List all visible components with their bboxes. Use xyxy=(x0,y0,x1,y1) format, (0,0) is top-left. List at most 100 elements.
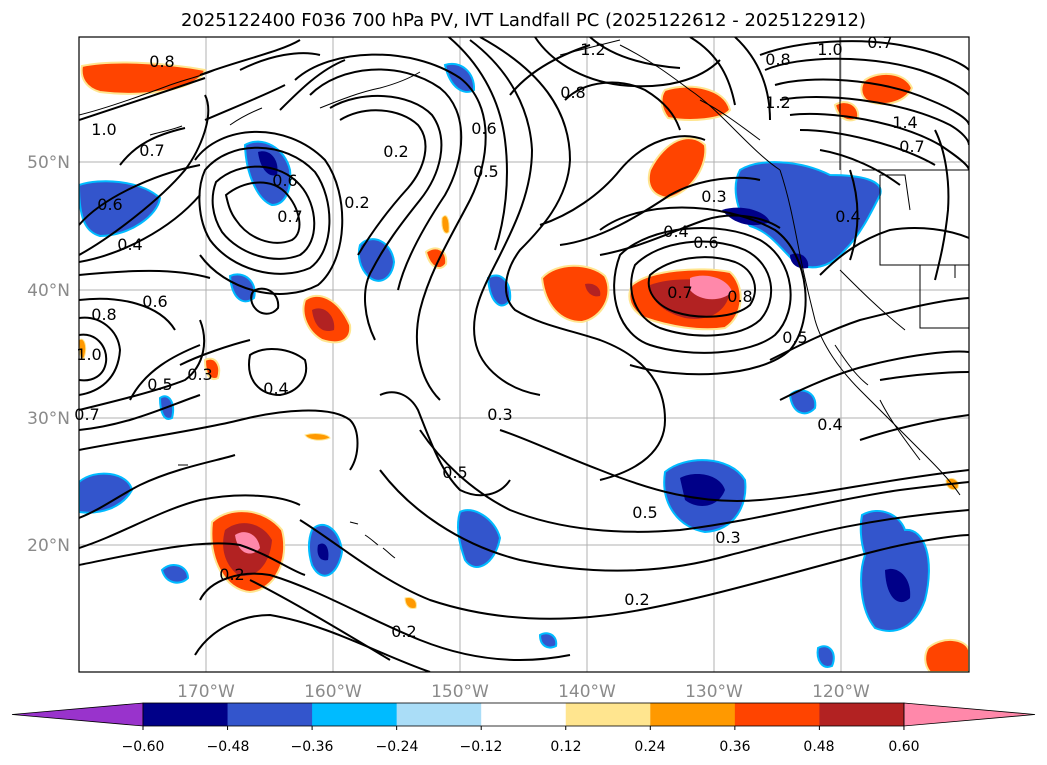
contour-label: 0.5 xyxy=(632,503,657,522)
colorbar-tick-label: −0.60 xyxy=(122,739,165,755)
colorbar-segment xyxy=(312,703,398,726)
coastlines xyxy=(79,37,969,559)
contour-label: 1.0 xyxy=(76,345,101,364)
shade-blob-positive xyxy=(540,264,610,324)
shade-blob-negative xyxy=(486,274,512,307)
contour-label: 0.6 xyxy=(693,233,718,252)
lon-label-160w: 160°W xyxy=(304,682,362,702)
map-frame xyxy=(78,36,970,673)
colorbar-segment xyxy=(734,703,820,726)
contour-label: 0.8 xyxy=(560,83,585,102)
shade-blob-positive xyxy=(860,72,914,105)
contour-label: 0.7 xyxy=(139,141,164,160)
contour-label: 0.3 xyxy=(701,187,726,206)
contour-label: 0.4 xyxy=(117,235,142,254)
contour-label: 0.3 xyxy=(187,365,212,384)
colorbar-segment xyxy=(565,703,651,726)
contour-label: 0.5 xyxy=(473,162,498,181)
colorbar-tick-label: 0.24 xyxy=(634,739,665,755)
contour-label: 0.4 xyxy=(835,207,860,226)
colorbar-segment xyxy=(396,703,482,726)
contour-label: 0.7 xyxy=(74,405,99,424)
contour-label: 1.2 xyxy=(580,40,605,59)
shade-blob-negative xyxy=(816,645,835,668)
colorbar xyxy=(11,702,1036,730)
shade-blob-negative xyxy=(160,563,190,584)
colorbar-outline xyxy=(142,702,905,727)
pc-shading xyxy=(79,61,969,672)
contour-label: 0.3 xyxy=(487,405,512,424)
shade-blob-positive xyxy=(924,639,969,672)
contour-label: 0.3 xyxy=(715,528,740,547)
lon-label-150w: 150°W xyxy=(431,682,489,702)
shade-blob-positive xyxy=(647,137,707,200)
lon-label-120w: 120°W xyxy=(812,682,870,702)
contour-label: 1.0 xyxy=(91,120,116,139)
contour-label: 0.2 xyxy=(624,590,649,609)
contour-label: 0.2 xyxy=(391,622,416,641)
colorbar-segment xyxy=(227,703,313,726)
colorbar-segment xyxy=(650,703,736,726)
longitude-labels: 170°W 160°W 150°W 140°W 130°W 120°W xyxy=(177,682,870,702)
contour-label: 0.2 xyxy=(344,193,369,212)
contour-label: 0.6 xyxy=(272,171,297,190)
contour-labels: 1.2 0.8 1.0 0.7 0.8 1.2 1.4 0.7 0.8 1.0 … xyxy=(74,33,924,641)
shade-blob-negative xyxy=(734,161,882,269)
contour-label: 1.0 xyxy=(817,40,842,59)
contour-label: 0.2 xyxy=(383,142,408,161)
contour-label: 0.7 xyxy=(899,137,924,156)
colorbar-tick-label: 0.60 xyxy=(888,739,919,755)
map-title: 2025122400 F036 700 hPa PV, IVT Landfall… xyxy=(180,10,867,31)
contour-label: 0.8 xyxy=(91,305,116,324)
colorbar-tick-labels: −0.60 −0.48 −0.36 −0.24 −0.12 0.12 0.24 … xyxy=(122,739,920,755)
contour-label: 0.2 xyxy=(219,565,244,584)
latitude-labels: 50°N 40°N 30°N 20°N xyxy=(27,153,70,556)
colorbar-tick-label: −0.48 xyxy=(207,739,250,755)
lon-label-140w: 140°W xyxy=(558,682,616,702)
contour-label: 0.5 xyxy=(147,375,172,394)
shade-blob-positive xyxy=(441,215,450,234)
colorbar-tick-label: 0.36 xyxy=(719,739,750,755)
shade-blob-negative xyxy=(538,632,558,649)
lat-label-20: 20°N xyxy=(27,536,70,556)
contour-label: 0.5 xyxy=(782,328,807,347)
colorbar-tick-label: 0.48 xyxy=(803,739,834,755)
lat-label-40: 40°N xyxy=(27,281,70,301)
contour-label: 0.6 xyxy=(142,292,167,311)
contour-label: 1.2 xyxy=(765,93,790,112)
contour-label: 0.8 xyxy=(149,52,174,71)
colorbar-segment xyxy=(819,703,905,726)
shade-blob-positive xyxy=(404,597,417,609)
contour-label: 0.6 xyxy=(97,195,122,214)
lat-label-50: 50°N xyxy=(27,153,70,173)
pv-contours xyxy=(79,37,969,672)
colorbar-segment xyxy=(143,703,229,726)
shade-blob-positive xyxy=(203,357,221,380)
contour-label: 0.6 xyxy=(471,119,496,138)
contour-label: 0.8 xyxy=(727,287,752,306)
colorbar-tick-label: −0.12 xyxy=(460,739,503,755)
colorbar-tick-label: −0.36 xyxy=(291,739,334,755)
lon-label-130w: 130°W xyxy=(685,682,743,702)
colorbar-tick-label: 0.12 xyxy=(550,739,581,755)
shade-blob-positive xyxy=(304,433,331,441)
contour-label: 0.4 xyxy=(817,415,842,434)
contour-label: 0.5 xyxy=(442,463,467,482)
colorbar-tick-label: −0.24 xyxy=(376,739,419,755)
contour-label: 0.7 xyxy=(867,33,892,52)
contour-label: 0.8 xyxy=(765,50,790,69)
shade-blob-negative xyxy=(456,509,502,568)
contour-label: 0.4 xyxy=(663,222,688,241)
contour-label: 0.7 xyxy=(277,207,302,226)
contour-label: 0.7 xyxy=(667,283,692,302)
shade-blob-negative xyxy=(79,180,162,238)
colorbar-segment xyxy=(481,703,567,726)
lon-label-170w: 170°W xyxy=(177,682,235,702)
colorbar-extend-low xyxy=(11,702,144,727)
shade-blob-negative xyxy=(228,273,256,303)
colorbar-extend-high xyxy=(903,702,1036,727)
contour-label: 1.4 xyxy=(892,113,917,132)
shade-blob-positive xyxy=(660,85,732,121)
lat-label-30: 30°N xyxy=(27,409,70,429)
